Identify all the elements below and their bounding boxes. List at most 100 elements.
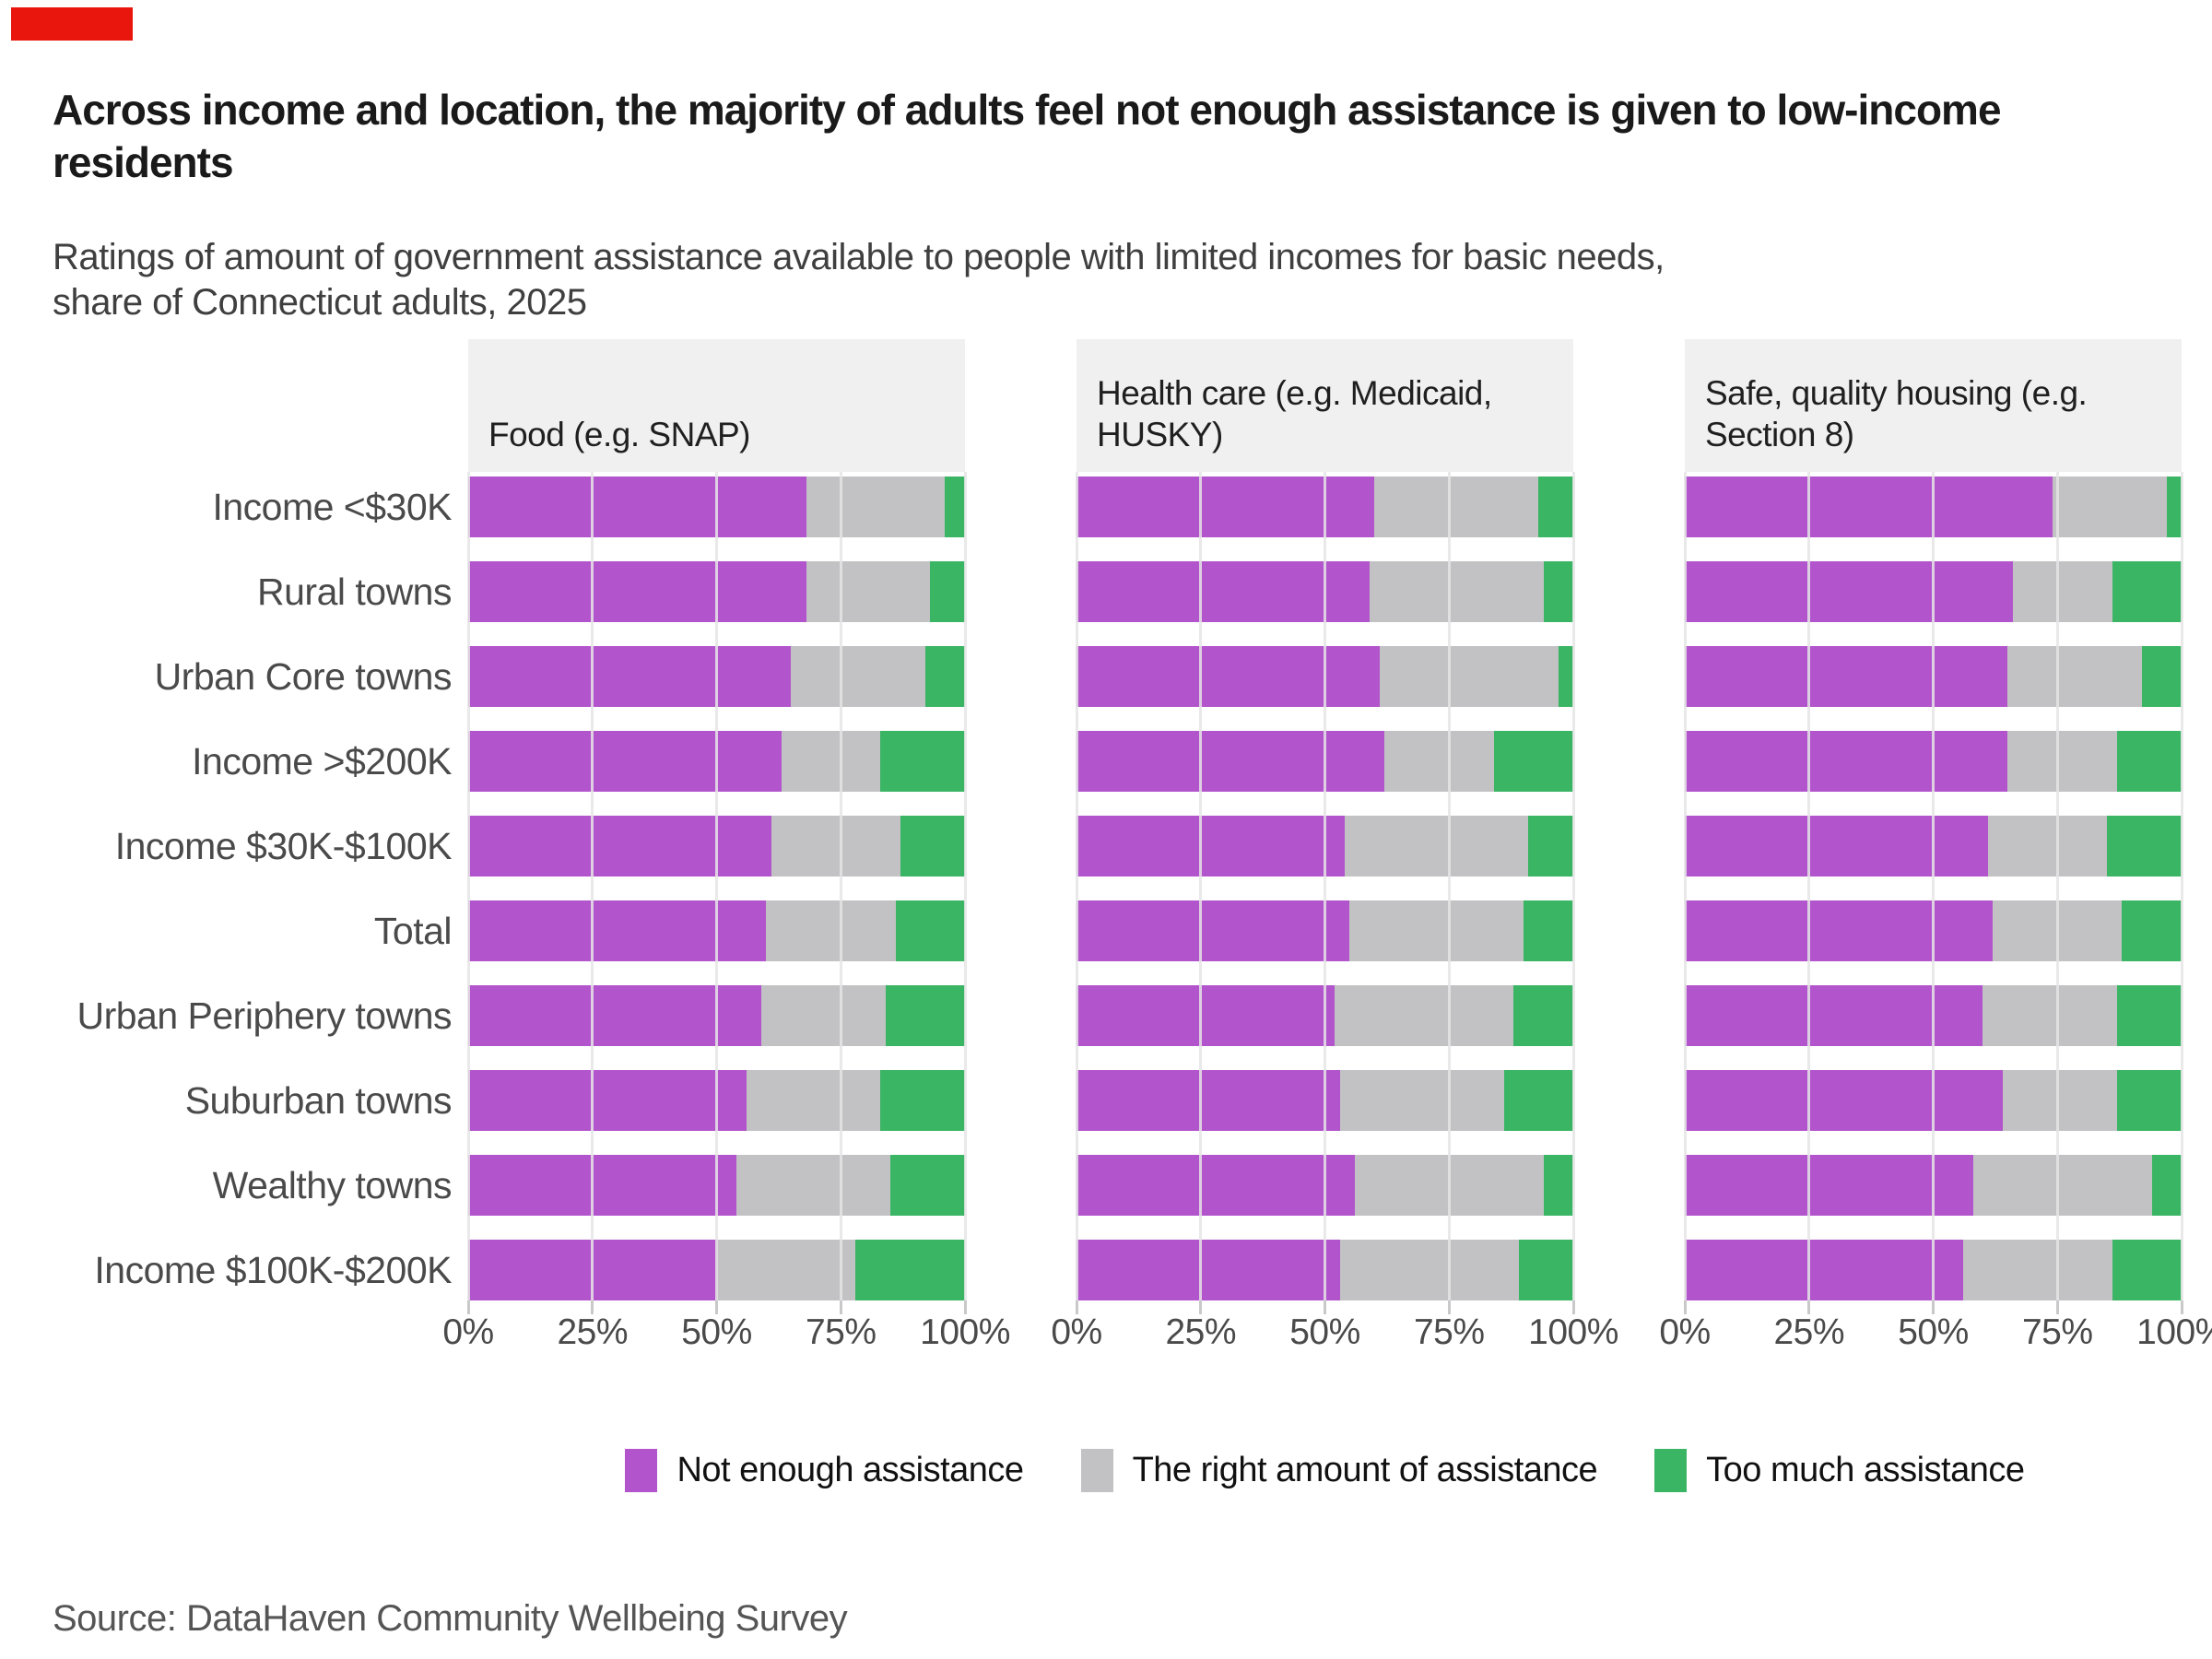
bar-segment: [1543, 561, 1573, 622]
axis-tick-label: 75%: [1413, 1312, 1485, 1352]
bar-segment: [468, 985, 761, 1046]
bar-segment: [855, 1240, 965, 1300]
bar-segment: [1962, 1240, 2112, 1300]
bar-segment: [1528, 816, 1573, 877]
row-label: Urban Core towns: [154, 655, 453, 698]
row-label: Income $30K-$100K: [114, 825, 453, 867]
axis-tick: [2055, 1300, 2059, 1314]
bar-segment: [468, 731, 782, 792]
axis-tick: [1075, 1300, 1078, 1314]
gridline: [591, 472, 594, 1300]
bar-segment: [2151, 1155, 2182, 1216]
axis-tick: [1683, 1300, 1687, 1314]
bar-segment: [1493, 731, 1573, 792]
bar-segment: [468, 816, 771, 877]
bar-segment: [2116, 1070, 2182, 1131]
bar-segment: [1685, 1155, 1973, 1216]
gridline: [2180, 472, 2183, 1300]
bar-segment: [1077, 646, 1380, 707]
axis-tick-label: 100%: [2136, 1312, 2212, 1352]
axis-tick: [1199, 1300, 1203, 1314]
bar-segment: [791, 646, 925, 707]
panel-header: Health care (e.g. Medicaid, HUSKY): [1077, 339, 1573, 472]
row-label: Total: [373, 910, 453, 952]
gridline: [1932, 472, 1935, 1300]
bar-segment: [2116, 731, 2182, 792]
bar-segment: [468, 1070, 747, 1131]
bar-segment: [2116, 985, 2182, 1046]
panel-header: Food (e.g. SNAP): [468, 339, 965, 472]
axis-tick-label: 50%: [1289, 1312, 1360, 1352]
bar-segment: [1339, 1070, 1504, 1131]
bar-segment: [806, 477, 946, 537]
bar-segment: [1685, 985, 1983, 1046]
bar-segment: [1077, 731, 1385, 792]
panel-header-label: Health care (e.g. Medicaid, HUSKY): [1097, 374, 1492, 453]
panel-header-label: Safe, quality housing (e.g. Section 8): [1705, 374, 2088, 453]
bar-segment: [930, 561, 965, 622]
bar-segment: [468, 1155, 737, 1216]
bar-segment: [1538, 477, 1573, 537]
bar-segment: [1558, 646, 1573, 707]
panel-header: Safe, quality housing (e.g. Section 8): [1685, 339, 2182, 472]
legend-item-not-enough: Not enough assistance: [625, 1449, 1024, 1492]
axis-tick-label: 100%: [1528, 1312, 1618, 1352]
axis-tick-label: 50%: [681, 1312, 752, 1352]
axis-tick-label: 50%: [1898, 1312, 1969, 1352]
bar-segment: [781, 731, 881, 792]
legend-swatch-not-enough: [625, 1449, 658, 1492]
panel-header-label: Food (e.g. SNAP): [488, 416, 751, 453]
bar-segment: [1077, 561, 1370, 622]
axis-tick: [715, 1300, 718, 1314]
bar-segment: [900, 816, 965, 877]
row-label: Income $100K-$200K: [94, 1249, 452, 1291]
gridline: [1199, 472, 1203, 1300]
bar-segment: [716, 1240, 856, 1300]
axis-tick: [1324, 1300, 1326, 1314]
axis-tick: [1807, 1300, 1811, 1314]
bar-segment: [468, 900, 767, 961]
axis-tick: [466, 1300, 470, 1314]
gridline: [1807, 472, 1811, 1300]
bar-segment: [1345, 816, 1529, 877]
bar-segment: [2002, 1070, 2117, 1131]
bar-segment: [2007, 731, 2117, 792]
axis-tick-label: 0%: [1659, 1312, 1711, 1352]
bar-segment: [1379, 646, 1559, 707]
row-label: Income <$30K: [212, 486, 452, 528]
bar-segment: [2007, 646, 2142, 707]
bar-segment: [1077, 985, 1335, 1046]
bar-segment: [880, 1070, 965, 1131]
red-annotation-marker: [11, 7, 133, 41]
bar-segment: [468, 477, 806, 537]
bar-segment: [1339, 1240, 1519, 1300]
bar-segment: [761, 985, 886, 1046]
bar-segment: [1685, 1070, 2003, 1131]
axis-tick: [2180, 1300, 2183, 1314]
gridline: [1683, 472, 1687, 1300]
axis-tick: [591, 1300, 594, 1314]
bar-segment: [468, 561, 806, 622]
bar-segment: [1685, 477, 2053, 537]
gridline: [466, 472, 470, 1300]
source-note: Source: DataHaven Community Wellbeing Su…: [53, 1598, 848, 1639]
bar-segment: [1384, 731, 1494, 792]
bar-segment: [746, 1070, 881, 1131]
axis-tick-label: 0%: [1051, 1312, 1102, 1352]
gridline: [2055, 472, 2059, 1300]
legend-label: Too much assistance: [1706, 1451, 2025, 1489]
legend-label: Not enough assistance: [677, 1451, 1024, 1489]
axis-tick-label: 25%: [1773, 1312, 1845, 1352]
bar-segment: [924, 646, 965, 707]
chart-subtitle: Ratings of amount of government assistan…: [53, 237, 1665, 323]
bar-segment: [2141, 646, 2182, 707]
bar-segment: [1077, 816, 1346, 877]
bar-segment: [1524, 900, 1573, 961]
bar-segment: [766, 900, 896, 961]
legend: Not enough assistance The right amount o…: [468, 1449, 2182, 1492]
bar-segment: [771, 816, 900, 877]
bar-segment: [1370, 561, 1544, 622]
axis-tick: [839, 1300, 842, 1314]
bar-segment: [2107, 816, 2182, 877]
bar-segment: [880, 731, 965, 792]
